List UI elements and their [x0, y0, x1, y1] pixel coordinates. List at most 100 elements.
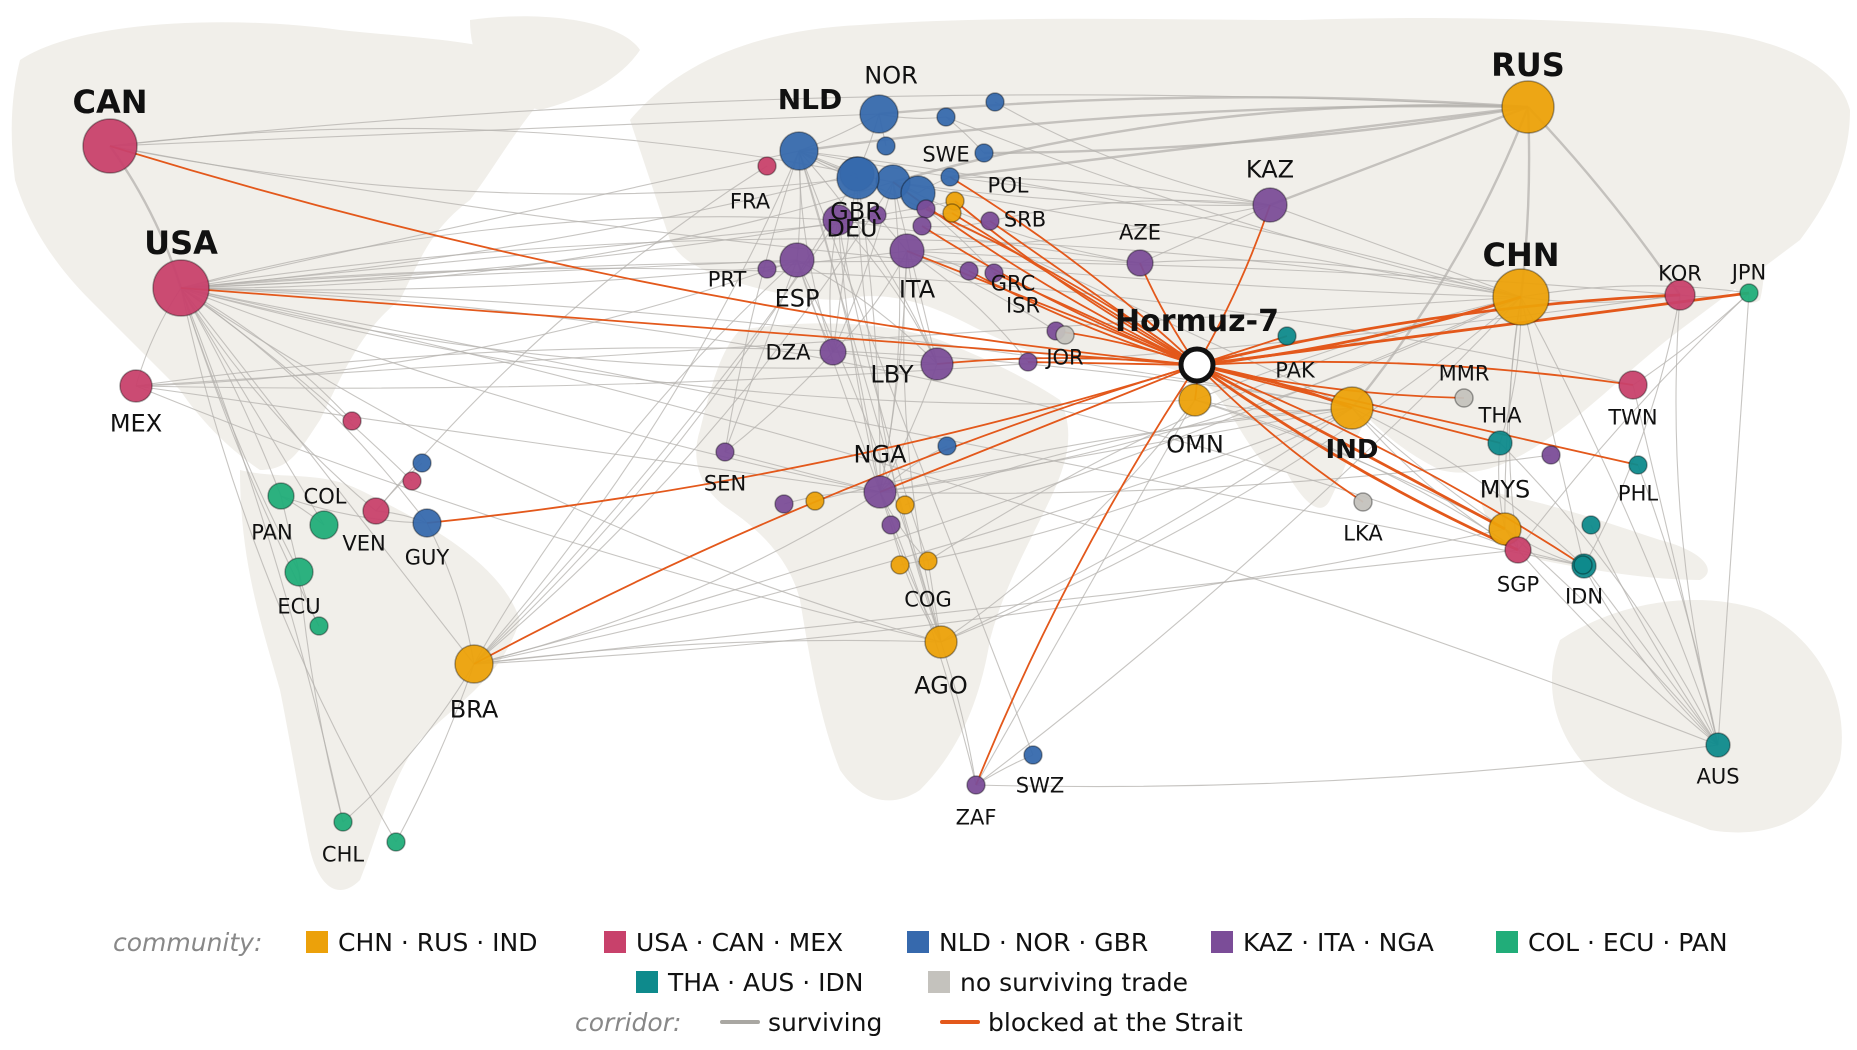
node-u14[interactable]	[916, 199, 936, 219]
node-zaf[interactable]	[966, 775, 986, 795]
node-dza[interactable]	[819, 338, 847, 366]
node-can[interactable]	[82, 118, 138, 174]
node-fra[interactable]	[822, 204, 854, 236]
node-jpn[interactable]	[1739, 283, 1759, 303]
node-prt[interactable]	[757, 259, 777, 279]
node-pak[interactable]	[1277, 326, 1297, 346]
surviving-corridor-AUS-IDN	[1583, 565, 1719, 746]
hub-label: Hormuz-7	[1115, 304, 1279, 339]
node-lka[interactable]	[1353, 492, 1373, 512]
node-bra[interactable]	[454, 644, 494, 684]
node-u3[interactable]	[412, 453, 432, 473]
node-tha[interactable]	[1487, 430, 1513, 456]
node-u23[interactable]	[1055, 325, 1075, 345]
node-phl[interactable]	[1628, 455, 1648, 475]
node-jor[interactable]	[1018, 352, 1038, 372]
node-u20[interactable]	[895, 495, 915, 515]
surviving-corridor-DEU-DZA	[832, 181, 894, 353]
node-esp[interactable]	[779, 242, 815, 278]
surviving-corridor-RUS-KOR	[1527, 106, 1681, 296]
surviving-corridor-ESP-NGA	[796, 259, 881, 493]
node-kaz[interactable]	[1252, 187, 1288, 223]
node-u26[interactable]	[309, 616, 329, 636]
node-u2[interactable]	[402, 471, 422, 491]
node-grc[interactable]	[959, 261, 979, 281]
node-u13[interactable]	[942, 203, 962, 223]
blocked-corridor-u13	[951, 212, 1198, 366]
node-nor[interactable]	[859, 94, 899, 134]
hub-node[interactable]	[1178, 346, 1216, 384]
surviving-corridor-AUS-SGP	[1517, 549, 1719, 746]
surviving-corridor-KOR-IDN	[1583, 294, 1681, 567]
node-col[interactable]	[267, 482, 295, 510]
label-kor: KOR	[1658, 261, 1702, 285]
node-u16[interactable]	[984, 263, 1004, 283]
label-jor: JOR	[1044, 345, 1083, 369]
node-u27[interactable]	[386, 832, 406, 852]
label-guy: GUY	[405, 545, 450, 569]
node-u19[interactable]	[805, 491, 825, 511]
node-u21[interactable]	[890, 555, 910, 575]
node-mex[interactable]	[119, 369, 153, 403]
surviving-corridor-CHN-ZAF	[975, 296, 1522, 786]
node-ecu[interactable]	[284, 557, 314, 587]
node-u6[interactable]	[974, 143, 994, 163]
node-swe[interactable]	[936, 107, 956, 127]
node-aze[interactable]	[1126, 249, 1154, 277]
node-twn[interactable]	[1618, 370, 1648, 400]
node-kor[interactable]	[1664, 279, 1696, 311]
node-u7[interactable]	[876, 136, 896, 156]
node-nga[interactable]	[863, 475, 897, 509]
node-lby[interactable]	[920, 347, 954, 381]
node-u22[interactable]	[1541, 445, 1561, 465]
node-sen[interactable]	[715, 442, 735, 462]
node-sgp[interactable]	[1504, 536, 1532, 564]
node-u17[interactable]	[937, 436, 957, 456]
node-usa[interactable]	[152, 259, 210, 317]
node-nld[interactable]	[779, 131, 819, 171]
node-u5[interactable]	[985, 92, 1005, 112]
node-swz[interactable]	[1023, 745, 1043, 765]
label-aze: AZE	[1119, 220, 1161, 244]
label-isr: ISR	[1006, 293, 1040, 317]
surviving-corridor-NLD-SEN	[724, 150, 800, 453]
label-deu: DEU	[826, 214, 877, 242]
node-ita[interactable]	[889, 233, 925, 269]
surviving-corridor-ITA-NGA	[879, 250, 908, 493]
node-srb[interactable]	[980, 211, 1000, 231]
node-u15[interactable]	[912, 216, 932, 236]
label-pol: POL	[988, 173, 1029, 197]
node-mmr[interactable]	[1454, 388, 1474, 408]
node-chl[interactable]	[333, 812, 353, 832]
node-omn[interactable]	[1178, 383, 1212, 417]
blocked-corridor-SGP	[1196, 363, 1519, 552]
node-ago[interactable]	[924, 625, 958, 659]
legend-item-usa: USA · CAN · MEX	[604, 928, 843, 957]
node-chn[interactable]	[1492, 268, 1550, 326]
surviving-corridor-NGA-SEN	[724, 451, 881, 493]
node-rus[interactable]	[1501, 80, 1555, 134]
node-aus[interactable]	[1705, 732, 1731, 758]
node-u1[interactable]	[342, 411, 362, 431]
node-ven[interactable]	[362, 497, 390, 525]
surviving-corridor-USA-CHN	[180, 238, 1522, 298]
node-u10[interactable]	[867, 205, 887, 225]
label-nor: NOR	[864, 61, 918, 89]
node-guy[interactable]	[412, 508, 442, 538]
node-u9[interactable]	[836, 156, 880, 200]
surviving-corridor-USA-SGP	[180, 287, 1519, 551]
node-u11[interactable]	[881, 515, 901, 535]
node-u18[interactable]	[774, 494, 794, 514]
node-u25[interactable]	[1573, 555, 1593, 575]
node-pan[interactable]	[309, 510, 339, 540]
surviving-corridor-TWN-AUS	[1632, 384, 1719, 746]
node-cog[interactable]	[918, 551, 938, 571]
node-u4[interactable]	[757, 156, 777, 176]
node-ind[interactable]	[1330, 386, 1374, 430]
surviving-corridor-GUY-COL	[280, 495, 428, 524]
node-pol[interactable]	[940, 167, 960, 187]
surviving-corridor-GBR-NGA	[856, 173, 881, 493]
surviving-corridor-AUS-u25	[1582, 564, 1719, 746]
node-mys[interactable]	[1488, 512, 1522, 546]
node-u24[interactable]	[1581, 515, 1601, 535]
